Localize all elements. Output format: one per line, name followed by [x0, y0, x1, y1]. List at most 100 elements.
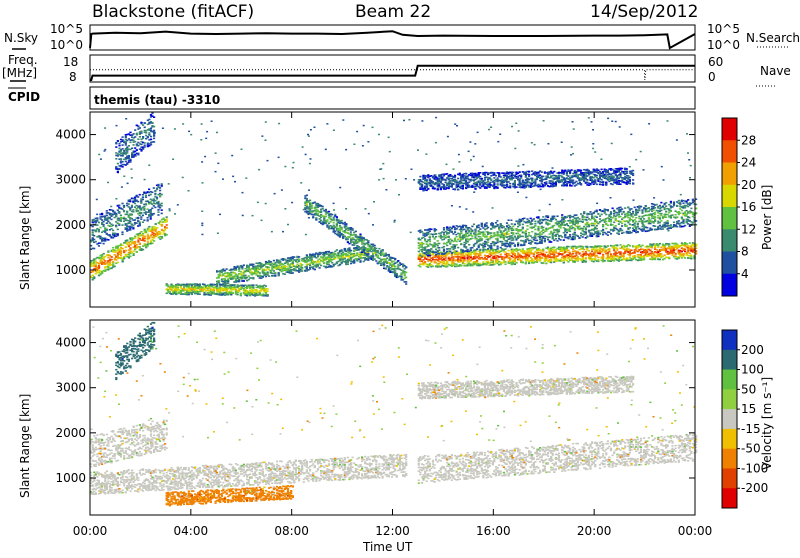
scatter-cell — [144, 142, 146, 144]
scatter-cell — [145, 213, 147, 215]
scatter-cell — [525, 263, 527, 265]
scatter-cell — [106, 229, 108, 231]
scatter-cell — [542, 249, 544, 251]
scatter-cell — [424, 257, 426, 259]
scatter-cell — [134, 147, 136, 149]
scatter-cell — [114, 254, 116, 256]
scatter-cell — [137, 210, 139, 212]
scatter-cell — [121, 231, 123, 233]
scatter-cell — [142, 221, 144, 223]
scatter-cell — [400, 276, 402, 278]
scatter-cell — [238, 268, 240, 270]
scatter-cell — [153, 240, 155, 242]
scatter-cell — [144, 145, 146, 147]
scatter-cell — [142, 136, 144, 138]
scatter-cell — [145, 232, 147, 234]
scatter-cell — [230, 290, 232, 292]
scatter-cell — [267, 290, 269, 292]
scatter-cell — [115, 146, 117, 148]
scatter-cell — [98, 222, 100, 224]
scatter-cell — [161, 183, 163, 185]
scatter-cell — [144, 236, 146, 238]
scatter-cell — [166, 216, 168, 218]
scatter-cell — [159, 231, 161, 233]
scatter-cell — [322, 206, 324, 208]
scatter-cell — [137, 241, 139, 243]
scatter-cell — [155, 223, 157, 225]
scatter-cell — [255, 289, 257, 291]
scatter-cell — [126, 163, 128, 165]
scatter-cell — [396, 262, 398, 264]
scatter-cell — [301, 267, 303, 269]
freq-unit: [MHz] — [2, 66, 37, 80]
scatter-cell — [120, 220, 122, 222]
scatter-cell — [140, 131, 142, 133]
scatter-cell — [148, 226, 150, 228]
scatter-cell — [235, 268, 237, 270]
scatter-cell — [103, 224, 105, 226]
scatter-cell — [309, 265, 311, 267]
scatter-cell — [356, 252, 358, 254]
scatter-cell — [334, 251, 336, 253]
scatter-cell — [500, 254, 502, 256]
scatter-cell — [112, 237, 114, 239]
scatter-cell — [99, 236, 101, 238]
scatter-cell — [344, 236, 346, 238]
scatter-cell — [402, 279, 404, 281]
scatter-cell — [486, 251, 488, 253]
scatter-cell — [355, 234, 357, 236]
scatter-cell — [684, 249, 686, 251]
scatter-cell — [96, 217, 98, 219]
scatter-cell — [278, 266, 280, 268]
scatter-cell — [154, 191, 156, 193]
scatter-cell — [202, 290, 204, 292]
scatter-cell — [301, 270, 303, 272]
scatter-cell — [122, 161, 124, 163]
scatter-cell — [270, 261, 272, 263]
scatter-cell — [125, 250, 127, 252]
scatter-cell — [375, 260, 377, 262]
scatter-cell — [133, 144, 135, 146]
scatter-cell — [226, 290, 228, 292]
scatter-cell — [153, 187, 155, 189]
scatter-cell — [107, 239, 109, 241]
scatter-cell — [553, 247, 555, 249]
scatter-cell — [542, 263, 544, 265]
beam-title: Beam 22 — [355, 2, 431, 22]
scatter-cell — [427, 266, 429, 268]
scatter-cell — [243, 280, 245, 282]
scatter-cell — [129, 221, 131, 223]
scatter-cell — [147, 220, 149, 222]
scatter-cell — [125, 144, 127, 146]
scatter-cell — [129, 209, 131, 211]
scatter-cell — [118, 145, 120, 147]
scatter-cell — [555, 249, 557, 251]
scatter-cell — [137, 138, 139, 140]
scatter-cell — [613, 249, 615, 251]
scatter-cell — [161, 213, 163, 215]
scatter-cell — [601, 246, 603, 248]
scatter-cell — [322, 208, 324, 210]
scatter-cell — [216, 284, 218, 286]
scatter-cell — [306, 204, 308, 206]
scatter-cell — [216, 286, 218, 288]
scatter-cell — [582, 257, 584, 259]
scatter-cell — [144, 122, 146, 124]
scatter-cell — [157, 214, 159, 216]
scatter-cell — [545, 252, 547, 254]
scatter-cell — [367, 242, 369, 244]
scatter-cell — [163, 231, 165, 233]
scatter-cell — [566, 247, 568, 249]
scatter-cell — [517, 252, 519, 254]
scatter-cell — [268, 275, 270, 277]
scatter-cell — [147, 136, 149, 138]
scatter-cell — [133, 251, 135, 253]
scatter-cell — [493, 264, 495, 266]
scatter-cell — [474, 258, 476, 260]
scatter-cell — [99, 227, 101, 229]
scatter-cell — [292, 258, 294, 260]
scatter-cell — [150, 144, 152, 146]
scatter-cell — [342, 252, 344, 254]
scatter-cell — [367, 259, 369, 261]
scatter-cell — [150, 114, 152, 116]
